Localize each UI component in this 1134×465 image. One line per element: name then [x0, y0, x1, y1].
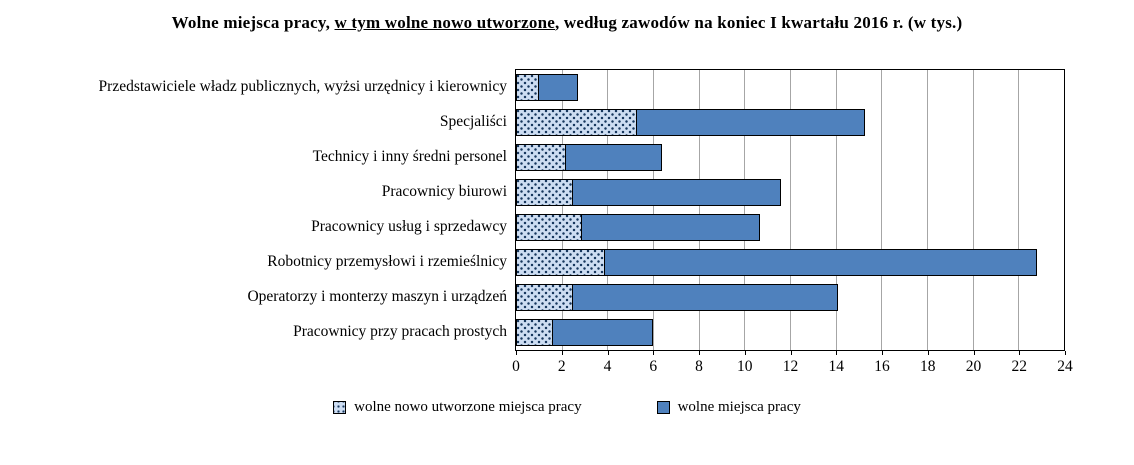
x-tick-mark — [927, 351, 929, 355]
chart-title-prefix: Wolne miejsca pracy, — [171, 13, 335, 32]
bar-row — [516, 280, 1064, 315]
x-axis: 0 2 4 6 8 10 12 14 16 18 20 22 24 — [512, 351, 1073, 383]
gridline — [790, 70, 791, 350]
x-tick-label: 6 — [649, 358, 658, 375]
legend-item-new-vacancies: wolne nowo utworzone miejsca pracy — [333, 399, 582, 416]
bar-new-vacancies — [516, 214, 583, 241]
bar-row — [516, 315, 1064, 350]
bar-row — [516, 140, 1064, 175]
x-tick-label: 2 — [557, 358, 566, 375]
legend-label-new-vacancies: wolne nowo utworzone miejsca pracy — [354, 399, 582, 415]
dotted-swatch-icon — [333, 401, 347, 414]
category-label: Robotnicy przemysłowi i rzemieślnicy — [267, 252, 507, 270]
bar-row — [516, 210, 1064, 245]
gridline — [927, 70, 928, 350]
gridline — [607, 70, 609, 350]
x-tick-label: 16 — [874, 358, 890, 375]
x-tick-label: 10 — [737, 358, 753, 375]
x-tick-mark — [882, 351, 883, 355]
gridline — [698, 70, 700, 350]
bar-new-vacancies — [516, 144, 567, 171]
bar-row — [516, 245, 1064, 280]
legend-label-vacancies: wolne miejsca pracy — [677, 399, 801, 415]
x-tick-label: 24 — [1057, 358, 1073, 375]
gridline — [972, 70, 974, 350]
solid-swatch-icon — [656, 401, 670, 414]
bar-new-vacancies — [516, 109, 638, 136]
x-tick-mark — [1019, 351, 1021, 355]
gridline — [835, 70, 837, 350]
bar-chart: Przedstawiciele władz publicznych, wyżsi… — [10, 69, 1134, 351]
x-tick-label: 18 — [920, 358, 936, 375]
bar-row — [516, 105, 1064, 140]
chart-title: Wolne miejsca pracy, w tym wolne nowo ut… — [0, 0, 1134, 33]
x-tick-mark — [836, 351, 838, 355]
x-tick-label: 8 — [695, 358, 703, 375]
bar-new-vacancies — [516, 284, 574, 311]
x-tick-mark — [699, 351, 700, 355]
bar-new-vacancies — [516, 179, 574, 206]
bar-row — [516, 175, 1064, 210]
gridline — [653, 70, 654, 350]
category-label: Pracownicy biurowi — [381, 182, 507, 200]
legend: wolne nowo utworzone miejsca pracy wolne… — [0, 399, 1134, 416]
category-label: Operatorzy i monterzy maszyn i urządzeń — [247, 287, 507, 305]
category-label: Pracownicy przy pracach prostych — [293, 322, 507, 340]
gridline — [1018, 70, 1020, 350]
x-tick-label: 12 — [782, 358, 799, 375]
x-tick-mark — [790, 351, 792, 355]
category-label: Pracownicy usług i sprzedawcy — [311, 217, 507, 235]
x-tick-label: 4 — [603, 358, 612, 375]
x-tick-mark — [607, 351, 609, 355]
bar-new-vacancies — [516, 74, 539, 101]
legend-item-vacancies: wolne miejsca pracy — [656, 399, 801, 416]
x-tick-mark — [516, 351, 517, 355]
gridline — [561, 70, 563, 350]
x-tick-label: 20 — [965, 358, 982, 375]
chart-title-underlined: w tym wolne nowo utworzone — [334, 13, 556, 32]
x-tick-mark — [744, 351, 746, 355]
x-tick-label: 14 — [828, 358, 845, 375]
x-tick-mark — [561, 351, 563, 355]
x-tick-label: 0 — [512, 358, 520, 375]
bar-row — [516, 70, 1064, 105]
x-tick-mark — [1065, 351, 1066, 355]
chart-title-suffix: , według zawodów na koniec I kwartału 20… — [555, 13, 963, 32]
bar-new-vacancies — [516, 249, 606, 276]
category-label: Specjaliści — [439, 112, 507, 130]
plot-area — [515, 69, 1065, 351]
gridline — [881, 70, 883, 350]
category-label: Technicy i inny średni personel — [312, 147, 507, 165]
x-tick-mark — [653, 351, 655, 355]
x-tick-mark — [973, 351, 975, 355]
gridline — [744, 70, 746, 350]
x-tick-label: 22 — [1011, 358, 1028, 375]
category-axis-labels: Przedstawiciele władz publicznych, wyżsi… — [10, 69, 515, 351]
category-label: Przedstawiciele władz publicznych, wyżsi… — [98, 77, 507, 95]
bar-new-vacancies — [516, 319, 553, 346]
